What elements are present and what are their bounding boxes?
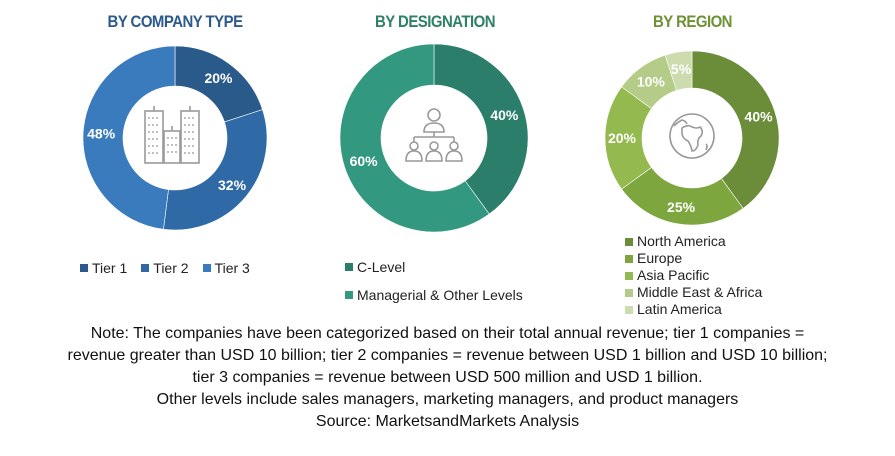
legend-item: Latin America [625, 301, 762, 318]
legend-swatch [80, 264, 88, 272]
legend-item: Tier 2 [141, 260, 189, 276]
legend-label: Europe [637, 250, 683, 266]
data-label: 25% [667, 199, 696, 215]
legend-swatch [625, 254, 633, 263]
data-label: 32% [218, 177, 247, 193]
legend-region: North America Europe Asia Pacific Middle Ea… [625, 233, 762, 318]
legend-designation: C-Level Managerial & Other Levels [345, 259, 523, 315]
legend-item: Tier 3 [202, 260, 250, 276]
legend-item: Asia Pacific [625, 267, 762, 284]
slice-c-level [433, 43, 529, 215]
note-line: Other levels include sales managers, mar… [156, 391, 739, 408]
legend-swatch [625, 305, 633, 314]
note-line: tier 3 companies = revenue between USD 5… [192, 369, 703, 386]
data-label: 60% [350, 153, 379, 169]
legend-swatch [625, 288, 633, 297]
data-label: 10% [637, 73, 666, 89]
legend-item: North America [625, 233, 762, 250]
donut-company-type: 20% 32% 48% [82, 45, 268, 231]
data-label: 5% [671, 61, 692, 77]
data-label: 20% [204, 70, 233, 86]
org-hierarchy-icon [405, 108, 463, 162]
legend-label: Tier 2 [153, 260, 189, 276]
source-line: Source: MarketsandMarkets Analysis [315, 413, 580, 430]
legend-label: Tier 1 [92, 260, 128, 276]
legend-label: C-Level [357, 259, 406, 275]
slice-managerial-other-levels [339, 43, 490, 233]
data-label: 40% [745, 108, 774, 124]
note-line: Note: The companies have been categorize… [90, 325, 805, 342]
legend-label: North America [637, 233, 726, 249]
legend-swatch [141, 264, 150, 272]
legend-item: Managerial & Other Levels [345, 287, 523, 303]
legend-label: Asia Pacific [637, 267, 710, 283]
legend-item: C-Level [345, 259, 523, 275]
legend-swatch [345, 263, 353, 271]
slice-tier-2 [163, 109, 268, 231]
note-line: revenue greater than USD 10 billion; tie… [67, 347, 828, 364]
data-label: 40% [490, 107, 519, 123]
slice-tier-3 [82, 45, 176, 230]
legend-label: Middle East & Africa [637, 284, 763, 300]
donut-region: 40% 25% 20% 10% 5% [604, 50, 780, 226]
legend-swatch [345, 291, 353, 299]
legend-label: Managerial & Other Levels [357, 287, 523, 303]
legend-label: Latin America [637, 301, 722, 317]
chart-title-region: BY REGION [653, 12, 732, 31]
legend-company-type: Tier 1 Tier 2 Tier 3 [80, 260, 250, 276]
legend-item: Middle East & Africa [625, 284, 762, 301]
legend-swatch [202, 264, 211, 272]
data-label: 48% [87, 125, 116, 141]
buildings-icon [144, 106, 200, 164]
legend-swatch [625, 271, 633, 280]
slice-latin-america [664, 50, 693, 91]
chart-title-designation: BY DESIGNATION [374, 12, 496, 31]
data-label: 20% [608, 130, 637, 146]
chart-title-company-type: BY COMPANY TYPE [107, 12, 243, 31]
slice-north-america [691, 50, 780, 209]
footnote: Note: The companies have been categorize… [0, 323, 895, 433]
legend-swatch [625, 237, 633, 246]
donut-charts: 20% 32% 48% 40% 60% 40% 25% 20% 10% 5% [82, 43, 780, 233]
legend-label: Tier 3 [214, 260, 250, 276]
legend-item: Tier 1 [80, 260, 127, 276]
globe-icon [669, 113, 715, 159]
legend-item: Europe [625, 250, 762, 267]
donut-designation: 40% 60% [339, 43, 529, 233]
